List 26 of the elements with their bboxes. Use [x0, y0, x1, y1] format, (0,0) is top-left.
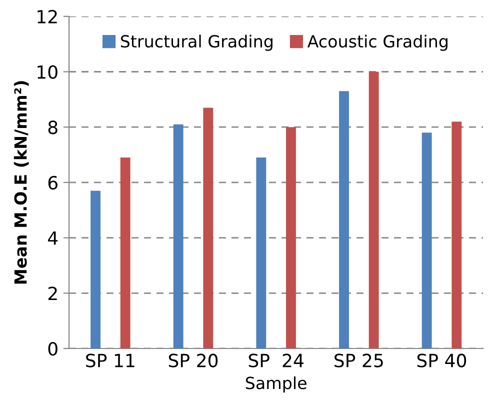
y-tick-label: 12	[38, 10, 57, 24]
bar	[256, 158, 266, 348]
bar	[90, 190, 100, 348]
bar	[203, 108, 214, 348]
x-tick-label: SP 24	[248, 354, 304, 368]
y-tick-label: 0	[48, 342, 58, 356]
legend-label: Acoustic Grading	[307, 34, 448, 51]
bar	[173, 124, 184, 348]
y-tick-label: 8	[48, 120, 58, 134]
bar	[452, 122, 462, 348]
y-tick-label: 6	[48, 176, 58, 190]
x-tick-label: SP 20	[168, 354, 218, 368]
x-tick-label: SP 40	[417, 354, 466, 368]
x-tick-label: SP 25	[334, 354, 383, 368]
bar	[339, 91, 349, 348]
bar	[422, 132, 432, 348]
legend-label: Structural Grading	[120, 34, 272, 51]
bar	[286, 127, 296, 348]
y-axis-title: Mean M.O.E (kN/mm²)	[14, 81, 29, 284]
y-tick-label: 4	[48, 231, 58, 245]
x-tick-label: SP 11	[86, 354, 134, 368]
y-tick-label: 2	[48, 286, 57, 300]
y-tick-label: 10	[38, 65, 58, 79]
x-axis-title: Sample	[246, 376, 306, 393]
bar	[120, 158, 130, 348]
bar	[368, 72, 379, 348]
